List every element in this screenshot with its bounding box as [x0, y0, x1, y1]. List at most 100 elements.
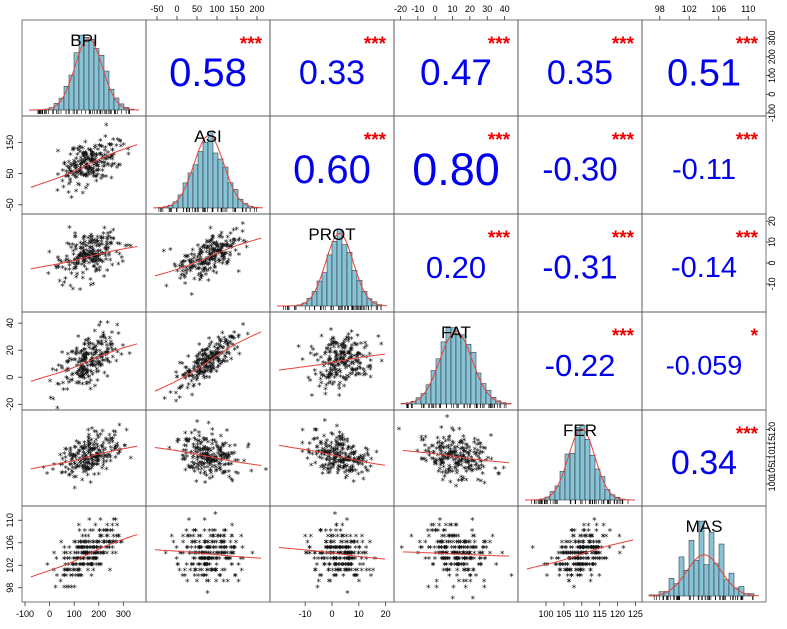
data-point: * — [212, 247, 217, 257]
data-point: * — [87, 166, 92, 176]
data-point: * — [90, 247, 95, 257]
data-point: * — [103, 156, 108, 166]
data-point: * — [56, 257, 61, 267]
data-point: * — [77, 252, 82, 262]
data-point: * — [60, 168, 65, 178]
data-point: * — [86, 466, 91, 476]
data-point: * — [200, 267, 205, 277]
data-point: * — [103, 246, 108, 256]
density-curve — [277, 232, 388, 307]
data-point: * — [592, 516, 597, 526]
data-point: * — [87, 249, 92, 259]
data-point: * — [226, 257, 231, 267]
data-point: * — [82, 172, 87, 182]
data-point: * — [102, 370, 107, 380]
data-point: * — [89, 156, 94, 166]
data-point: * — [76, 147, 81, 157]
data-point: * — [323, 391, 328, 401]
data-point: * — [224, 241, 229, 251]
data-point: * — [95, 238, 100, 248]
data-point: * — [94, 161, 99, 171]
data-point: * — [96, 163, 101, 173]
data-point: * — [72, 584, 77, 594]
data-point: * — [81, 245, 86, 255]
data-point: * — [480, 470, 485, 480]
data-point: * — [64, 254, 69, 264]
data-point: * — [92, 328, 97, 338]
data-point: * — [99, 258, 104, 268]
histogram-bar — [554, 485, 561, 501]
data-point: * — [197, 258, 202, 268]
data-point: * — [63, 276, 68, 286]
data-point: * — [101, 160, 106, 170]
data-point: * — [103, 122, 108, 132]
tick-label: -10 — [767, 277, 777, 290]
data-point: * — [62, 160, 67, 170]
data-point: * — [453, 483, 458, 493]
data-point: * — [84, 243, 89, 253]
data-point: * — [209, 253, 214, 263]
data-point: * — [575, 561, 580, 571]
data-point: * — [441, 550, 446, 560]
data-point: * — [81, 260, 86, 270]
data-point: * — [213, 254, 218, 264]
data-point: * — [571, 584, 576, 594]
data-point: * — [60, 178, 65, 188]
data-point: * — [73, 175, 78, 185]
data-point: * — [441, 464, 446, 474]
histogram-bar — [673, 583, 680, 597]
data-point: * — [201, 260, 206, 270]
data-point: * — [71, 539, 76, 549]
data-point: * — [85, 155, 90, 165]
data-point: * — [73, 188, 78, 198]
data-point: * — [197, 246, 202, 256]
data-point: * — [78, 170, 83, 180]
data-point: * — [186, 516, 191, 526]
data-point: * — [80, 242, 85, 252]
data-point: * — [96, 256, 101, 266]
data-point: * — [361, 366, 366, 376]
data-point: * — [55, 171, 60, 181]
data-point: * — [125, 146, 130, 156]
data-point: * — [121, 141, 126, 151]
data-point: * — [353, 368, 358, 378]
data-point: * — [101, 250, 106, 260]
data-point: * — [95, 163, 100, 173]
data-point: * — [202, 516, 207, 526]
correlation-value: 0.34 — [671, 444, 737, 482]
data-point: * — [419, 437, 424, 447]
data-point: * — [216, 234, 221, 244]
data-point: * — [87, 172, 92, 182]
data-point: * — [68, 245, 73, 255]
data-point: * — [94, 259, 99, 269]
data-point: * — [207, 239, 212, 249]
data-point: * — [110, 147, 115, 157]
data-point: * — [92, 252, 97, 262]
data-point: * — [363, 445, 368, 455]
data-point: * — [87, 238, 92, 248]
data-point: * — [219, 234, 224, 244]
data-point: * — [197, 251, 202, 261]
data-point: * — [117, 139, 122, 149]
data-point: * — [110, 137, 115, 147]
data-point: * — [332, 511, 337, 521]
data-point: * — [194, 550, 199, 560]
data-point: * — [110, 227, 115, 237]
data-point: * — [230, 241, 235, 251]
data-point: * — [77, 149, 82, 159]
data-point: * — [102, 160, 107, 170]
data-point: * — [92, 260, 97, 270]
data-point: * — [95, 171, 100, 181]
significance-stars: *** — [612, 228, 635, 249]
data-point: * — [220, 261, 225, 271]
data-point: * — [96, 242, 101, 252]
data-point: * — [224, 244, 229, 254]
data-point: * — [55, 148, 60, 158]
data-point: * — [173, 264, 178, 274]
data-point: * — [66, 173, 71, 183]
histogram-bar — [569, 453, 576, 501]
data-point: * — [128, 455, 133, 465]
data-point: * — [191, 252, 196, 262]
data-point: * — [72, 230, 77, 240]
data-point: * — [94, 178, 99, 188]
